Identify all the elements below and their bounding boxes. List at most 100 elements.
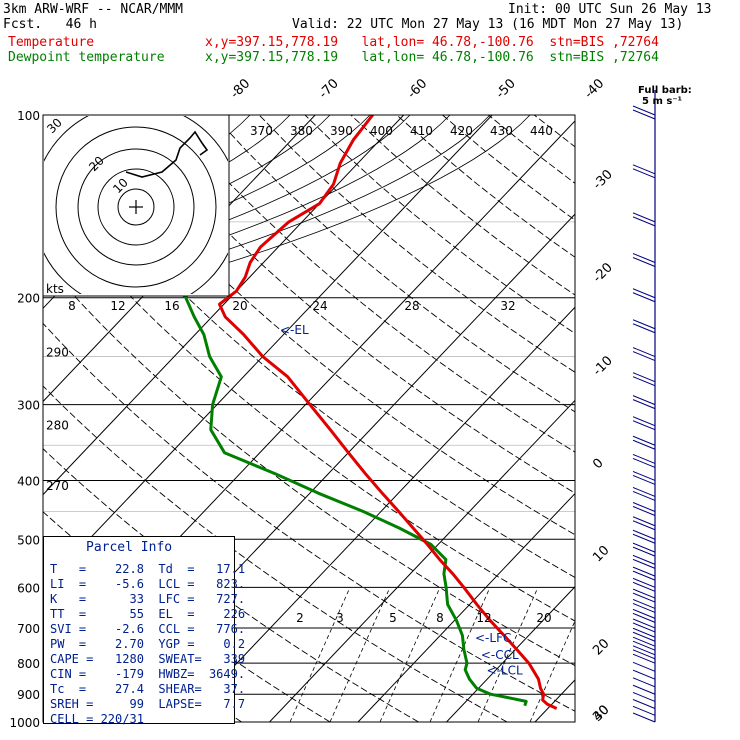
wind-barb-flag [633, 396, 655, 405]
wind-barb-flag [633, 320, 655, 329]
wind-barb-flag [633, 646, 655, 655]
wind-barb [633, 517, 655, 530]
mixing-ratio-label-12: 12 [476, 611, 491, 625]
isotherm-label--20: -20 [590, 260, 616, 286]
scale-label-32: 32 [500, 299, 515, 313]
wind-barb [633, 567, 655, 580]
wind-barb [633, 487, 655, 500]
wind-barb [633, 578, 655, 591]
wind-barb-flag [633, 555, 655, 564]
hodograph-kts-label: kts [46, 282, 64, 296]
isotherm-label--70: -70 [316, 76, 342, 102]
isotherm-label--50: -50 [493, 76, 519, 102]
wind-barb-flag [633, 567, 655, 576]
pressure-label-200: 200 [17, 292, 40, 306]
pressure-label-800: 800 [17, 657, 40, 671]
wind-barb-flag [633, 165, 655, 174]
wind-barb-flag [633, 106, 655, 115]
isotherm-label--30: -30 [590, 167, 616, 193]
temperature-trace [220, 115, 557, 709]
theta-e-label-420: 420 [450, 124, 473, 138]
wind-barb-flag [633, 632, 655, 641]
wind-barb-flag [633, 623, 655, 632]
parcel-info-row: CIN = -179 HWBZ= 3649. [50, 667, 245, 683]
scale-label-8: 8 [68, 299, 76, 313]
wind-barb-flag [633, 258, 655, 267]
wind-barb [633, 106, 655, 119]
isotherm-label--40: -40 [582, 76, 608, 102]
wind-barb [633, 165, 655, 178]
pressure-label-100: 100 [17, 109, 40, 123]
isotherm-label--80: -80 [228, 76, 254, 102]
parcel-info-row: K = 33 LFC = 727. [50, 592, 245, 608]
mixing-ratio-label-3: 3 [336, 611, 344, 625]
mixing-ratio-label-5: 5 [389, 611, 397, 625]
wind-barb-flag [633, 491, 655, 500]
scale-label-24: 24 [312, 299, 327, 313]
wind-barb [633, 692, 655, 701]
pressure-label-300: 300 [17, 399, 40, 413]
mixing-ratio-label-8: 8 [436, 611, 444, 625]
isotherm-40 [712, 115, 740, 722]
wind-barb [633, 503, 655, 516]
wind-barb-flag [633, 436, 655, 445]
wind-barb-flag [633, 458, 655, 467]
pressure-label-1000: 1000 [9, 716, 40, 730]
wind-barb-flag [633, 289, 655, 298]
hodograph: 102030kts [33, 104, 239, 310]
parcel-info-row: TT = 55 EL = 226 [50, 607, 245, 623]
theta-label-290: 290 [46, 346, 69, 360]
wind-barb-flag [633, 440, 655, 449]
theta-label-280: 280 [46, 419, 69, 433]
wind-barb [633, 373, 655, 386]
wind-barb [633, 646, 655, 659]
scale-label-12: 12 [110, 299, 125, 313]
wind-barb-flag [633, 475, 655, 484]
wind-barb [633, 654, 655, 663]
dry-adiabat-450 [580, 115, 740, 722]
wind-barb [633, 685, 655, 694]
wind-barb-flag [633, 503, 655, 512]
wind-barb [633, 670, 655, 679]
theta-e-label-390: 390 [330, 124, 353, 138]
theta-e-label-440: 440 [530, 124, 553, 138]
parcel-info-row: PW = 2.70 YGP = 0.2 [50, 637, 245, 653]
level-label-el: <-EL [280, 323, 309, 337]
wind-barb-flag [633, 685, 655, 694]
wind-barb-flag [633, 678, 655, 687]
theta-e-label-430: 430 [490, 124, 513, 138]
parcel-info-row: CELL = 220/31 [50, 712, 144, 728]
parcel-info-row: SVI = -2.6 CCL = 776. [50, 622, 245, 638]
dry-adiabat-460 [626, 115, 740, 722]
mixing-ratio-label-20: 20 [536, 611, 551, 625]
wind-barb-flag [633, 213, 655, 222]
wind-barb-flag [633, 521, 655, 530]
parcel-info-title: Parcel Info [86, 540, 172, 556]
wind-barb-flag [633, 254, 655, 263]
wind-barb-flag [633, 628, 655, 637]
wind-key-line1: Full barb: [638, 85, 692, 96]
wind-barb-flag [633, 637, 655, 646]
pressure-label-500: 500 [17, 533, 40, 547]
parcel-info-row: Tc = 27.4 SHEAR= 37. [50, 682, 245, 698]
wind-barb-flag [633, 517, 655, 526]
parcel-info-row: LI = -5.6 LCL = 823. [50, 577, 245, 593]
theta-e-label-370: 370 [250, 124, 273, 138]
scale-label-28: 28 [404, 299, 419, 313]
isotherm-label-0: 0 [590, 456, 606, 472]
parcel-info-row: SREH = 99 LAPSE= 7.7 [50, 697, 245, 713]
wind-barb [633, 530, 655, 543]
dry-adiabat-360 [168, 115, 740, 722]
parcel-info-row: CAPE = 1280 SWEAT= 339 [50, 652, 245, 668]
wind-barb-flag [633, 654, 655, 663]
mixing-ratio-line-3 [330, 587, 390, 722]
level-label-lcl: <-LCL [487, 664, 523, 678]
mixing-ratio-line-20 [530, 587, 590, 722]
isotherm-label-10: 10 [590, 543, 612, 565]
pressure-label-700: 700 [17, 622, 40, 636]
wind-barb-flag [633, 169, 655, 178]
wind-barb-flag [633, 613, 655, 622]
dry-adiabat-430 [488, 115, 740, 722]
wind-barb-flag [633, 650, 655, 659]
mixing-ratio-label-2: 2 [296, 611, 304, 625]
